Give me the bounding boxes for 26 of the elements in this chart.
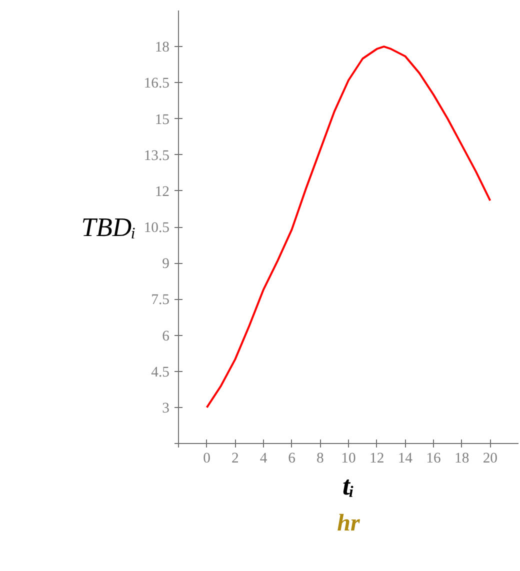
y-tick-label: 15 <box>154 112 170 128</box>
x-tick-label: 12 <box>370 450 384 466</box>
y-tick-label: 18 <box>154 40 170 56</box>
x-tick-label: 2 <box>232 450 239 466</box>
x-tick-label: 20 <box>482 450 498 466</box>
line-series <box>206 46 492 408</box>
x-tick-label: 10 <box>341 450 356 466</box>
text: hr <box>337 510 361 536</box>
y-tick-label: 9 <box>162 256 170 272</box>
y-tick-label: 12 <box>154 184 170 200</box>
x-tick-label: 4 <box>260 450 268 466</box>
y-tick-label: 10.5 <box>144 220 170 236</box>
x-tick-label: 18 <box>454 450 470 466</box>
y-tick-label: 13.5 <box>144 148 170 164</box>
y-tick-label: 6 <box>162 328 170 344</box>
x-tick-label: 6 <box>288 450 296 466</box>
x-tick-label: 0 <box>203 450 210 466</box>
y-tick-label: 4.5 <box>151 364 170 380</box>
x-tick-label: 16 <box>426 450 441 466</box>
x-tick-label: 14 <box>398 450 414 466</box>
x-axis-title: tᵢ <box>342 470 354 500</box>
y-tick-label: 7.5 <box>151 292 170 308</box>
y-tick-label: 3 <box>162 400 170 416</box>
y-tick-label: 16.5 <box>144 76 170 92</box>
y-axis-title: TBDᵢ <box>81 212 136 242</box>
x-tick-label: 8 <box>316 450 324 466</box>
